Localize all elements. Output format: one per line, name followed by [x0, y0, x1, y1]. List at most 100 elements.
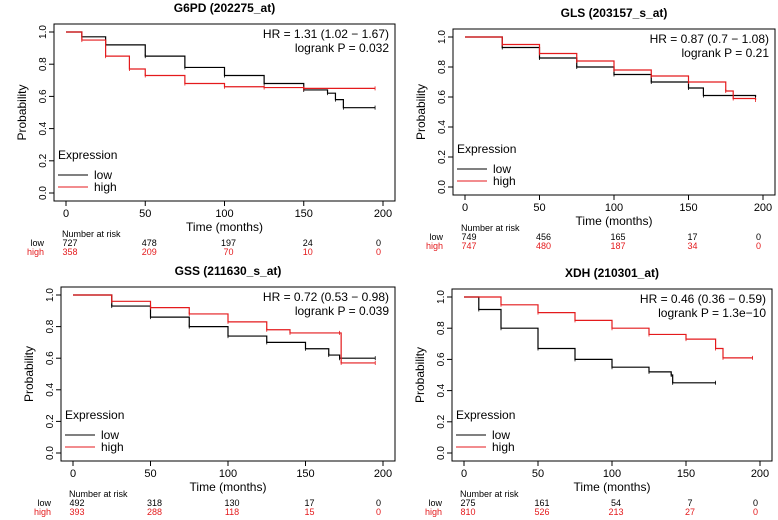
x-tick-label: 200	[751, 468, 769, 480]
x-tick-label: 50	[532, 468, 544, 480]
survival-curve-high	[465, 36, 757, 100]
risk-value: 275	[460, 498, 475, 508]
legend-label-low: low	[493, 162, 511, 176]
risk-value: 358	[62, 247, 77, 257]
risk-value: 0	[756, 232, 761, 242]
risk-value: 17	[687, 232, 697, 242]
legend-label-low: low	[492, 428, 510, 442]
y-tick-label: 0.2	[437, 150, 448, 164]
y-axis-label: Probability	[414, 84, 428, 140]
y-axis-label: Probability	[15, 84, 29, 140]
risk-value: 161	[534, 498, 549, 508]
risk-value: 34	[687, 241, 697, 251]
chart-title: GSS (211630_s_at)	[175, 264, 282, 278]
risk-value: 130	[224, 498, 239, 508]
legend-label-high: high	[492, 440, 515, 454]
risk-value: 480	[536, 241, 551, 251]
x-tick-label: 50	[533, 202, 545, 214]
risk-value: 0	[753, 498, 758, 508]
legend-label-high: high	[94, 180, 117, 194]
risk-value: 197	[221, 238, 236, 248]
risk-value: 187	[610, 241, 625, 251]
x-tick-label: 200	[754, 202, 772, 214]
risk-row-label: low	[37, 498, 51, 508]
y-tick-label: 0.4	[437, 120, 448, 134]
survival-curve-high	[464, 296, 753, 359]
x-tick-label: 150	[296, 468, 314, 480]
risk-value: 118	[225, 507, 239, 517]
x-tick-label: 50	[144, 468, 156, 480]
risk-value: 288	[147, 507, 162, 517]
x-tick-label: 0	[461, 468, 467, 480]
legend-label-low: low	[101, 428, 119, 442]
legend-title: Expression	[65, 408, 124, 422]
chart-title: G6PD (202275_at)	[174, 1, 275, 15]
risk-value: 478	[142, 238, 157, 248]
y-tick-label: 0.8	[436, 321, 447, 335]
risk-row-label: high	[27, 247, 44, 257]
y-tick-label: 0.0	[437, 180, 448, 194]
risk-value: 526	[534, 507, 549, 517]
x-tick-label: 50	[139, 208, 151, 220]
x-tick-label: 100	[603, 468, 621, 480]
risk-table-title: Number at risk	[62, 229, 121, 239]
hazard-ratio: HR = 1.31 (1.02 − 1.67)	[263, 27, 389, 41]
y-tick-label: 1.0	[437, 30, 448, 44]
hazard-ratio: HR = 0.87 (0.7 − 1.08)	[650, 32, 769, 46]
y-tick-label: 0.2	[38, 153, 49, 167]
logrank-p: logrank P = 1.3e−10	[658, 306, 766, 320]
risk-value: 749	[461, 232, 476, 242]
y-axis-label: Probability	[413, 347, 427, 403]
legend-label-low: low	[94, 168, 112, 182]
y-tick-label: 0.4	[38, 121, 49, 135]
risk-value: 24	[303, 238, 313, 248]
y-tick-label: 0.4	[436, 383, 447, 397]
x-tick-label: 100	[219, 468, 237, 480]
risk-value: 318	[147, 498, 162, 508]
risk-value: 393	[69, 507, 84, 517]
risk-value: 165	[610, 232, 625, 242]
risk-value: 0	[376, 247, 381, 257]
x-tick-label: 100	[215, 208, 233, 220]
logrank-p: logrank P = 0.21	[681, 46, 769, 60]
y-tick-label: 0.0	[436, 446, 447, 460]
risk-value: 747	[461, 241, 476, 251]
hazard-ratio: HR = 0.72 (0.53 − 0.98)	[263, 290, 389, 304]
logrank-p: logrank P = 0.039	[295, 304, 390, 318]
risk-value: 0	[376, 238, 381, 248]
x-tick-label: 150	[295, 208, 313, 220]
x-tick-label: 200	[374, 208, 392, 220]
y-tick-label: 0.8	[437, 60, 448, 74]
legend-title: Expression	[58, 148, 117, 162]
y-tick-label: 0.2	[45, 414, 56, 428]
x-tick-label: 0	[462, 202, 468, 214]
y-tick-label: 0.2	[436, 414, 447, 428]
risk-value: 17	[304, 498, 314, 508]
x-axis-label: Time (months)	[190, 480, 267, 494]
risk-row-label: low	[429, 232, 443, 242]
legend-label-high: high	[493, 174, 516, 188]
y-tick-label: 0.0	[45, 446, 56, 460]
y-tick-label: 0.6	[436, 352, 447, 366]
risk-value: 27	[685, 507, 695, 517]
risk-value: 209	[142, 247, 157, 257]
risk-row-label: low	[428, 498, 442, 508]
risk-table-title: Number at risk	[460, 489, 519, 499]
y-tick-label: 0.8	[38, 57, 49, 71]
survival-curve-low	[73, 294, 376, 359]
risk-value: 15	[304, 507, 314, 517]
y-tick-label: 0.6	[38, 89, 49, 103]
y-tick-label: 1.0	[45, 288, 56, 302]
risk-value: 456	[536, 232, 551, 242]
y-axis-label: Probability	[22, 346, 36, 402]
risk-value: 0	[753, 507, 758, 517]
risk-value: 213	[608, 507, 623, 517]
risk-table-title: Number at risk	[69, 489, 128, 499]
risk-value: 810	[460, 507, 475, 517]
y-tick-label: 0.6	[437, 90, 448, 104]
y-tick-label: 0.8	[45, 319, 56, 333]
x-tick-label: 0	[63, 208, 69, 220]
risk-table-title: Number at risk	[461, 223, 520, 233]
x-axis-label: Time (months)	[576, 214, 653, 228]
